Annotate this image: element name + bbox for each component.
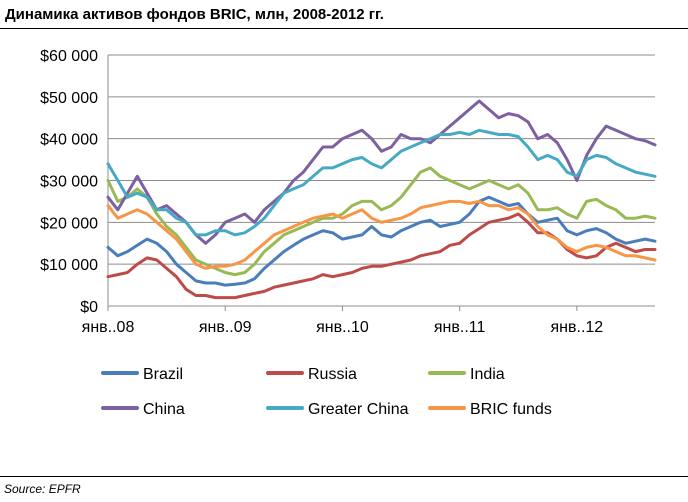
y-tick-label: $0 (80, 299, 98, 316)
x-tick-label: янв..09 (199, 319, 252, 336)
series-line-china (106, 99, 657, 245)
x-tick-label: янв..11 (434, 319, 486, 336)
y-tick-label: $60 000 (40, 48, 98, 65)
bottom-divider (0, 476, 688, 477)
legend-label-brazil: Brazil (143, 366, 183, 383)
series-line-greater-china (106, 128, 657, 237)
legend-label-china: China (143, 401, 185, 418)
series-line-bric-funds (106, 199, 657, 270)
legend: Brazil Russia India China Greater China BRIC … (101, 366, 552, 418)
x-tick-label: янв..10 (316, 319, 369, 336)
source-note: Source: EPFR (4, 482, 81, 496)
series-line-india (106, 166, 657, 277)
y-tick-label: $20 000 (40, 215, 98, 232)
x-tick-label: янв..08 (82, 319, 135, 336)
chart-title: Динамика активов фондов BRIC, млн, 2008-… (5, 6, 384, 23)
line-chart: $0 $10 000 $20 000 $30 000 $40 000 $50 000 $60… (40, 48, 657, 418)
y-tick-label: $10 000 (40, 257, 98, 274)
x-tick-label: янв..12 (551, 319, 604, 336)
y-tick-labels: $0 $10 000 $20 000 $30 000 $40 000 $50 000 $60… (40, 48, 98, 316)
legend-label-india: India (470, 366, 505, 383)
series-line-brazil (106, 195, 657, 287)
y-tick-label: $50 000 (40, 90, 98, 107)
y-tick-label: $40 000 (40, 132, 98, 149)
y-tick-label: $30 000 (40, 174, 98, 191)
series-lines (106, 99, 657, 300)
legend-label-russia: Russia (308, 366, 357, 383)
x-tick-labels: янв..08 янв..09 янв..10 янв..11 янв..12 (82, 319, 604, 336)
legend-label-greater-china: Greater China (308, 401, 409, 418)
top-divider (0, 28, 688, 29)
axes (107, 55, 655, 311)
legend-label-bric-funds: BRIC funds (470, 401, 552, 418)
